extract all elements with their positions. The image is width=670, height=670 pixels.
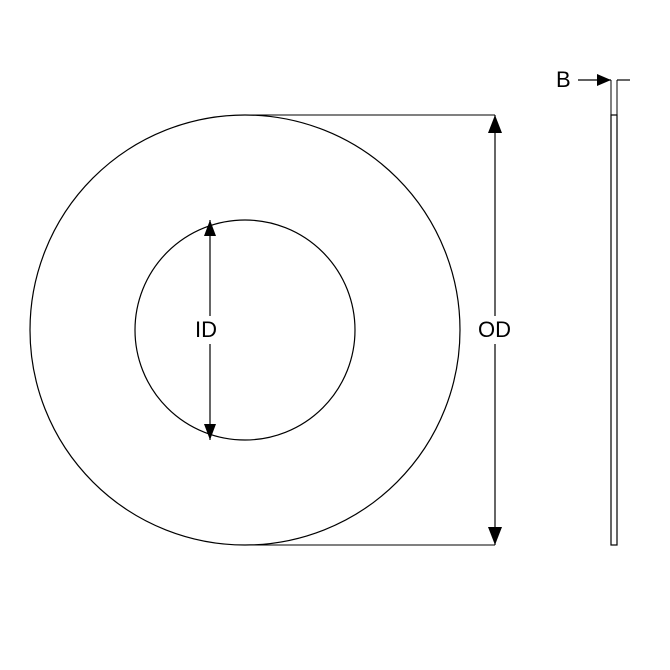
od-dimension: OD — [245, 115, 522, 545]
arrowhead-up-icon — [488, 115, 502, 133]
side-view — [611, 115, 617, 545]
arrowhead-right-icon — [597, 74, 611, 86]
inner-diameter-circle — [135, 220, 355, 440]
b-label: B — [556, 67, 571, 92]
b-dimension: B — [556, 67, 630, 115]
od-label: OD — [478, 317, 511, 342]
front-view — [30, 115, 460, 545]
arrowhead-up-icon — [204, 220, 216, 236]
washer-dimension-diagram: ID OD B — [0, 0, 670, 670]
side-profile-rect — [611, 115, 617, 545]
id-dimension: ID — [190, 220, 230, 440]
arrowhead-down-icon — [204, 424, 216, 440]
outer-diameter-circle — [30, 115, 460, 545]
id-label: ID — [195, 317, 217, 342]
arrowhead-down-icon — [488, 527, 502, 545]
